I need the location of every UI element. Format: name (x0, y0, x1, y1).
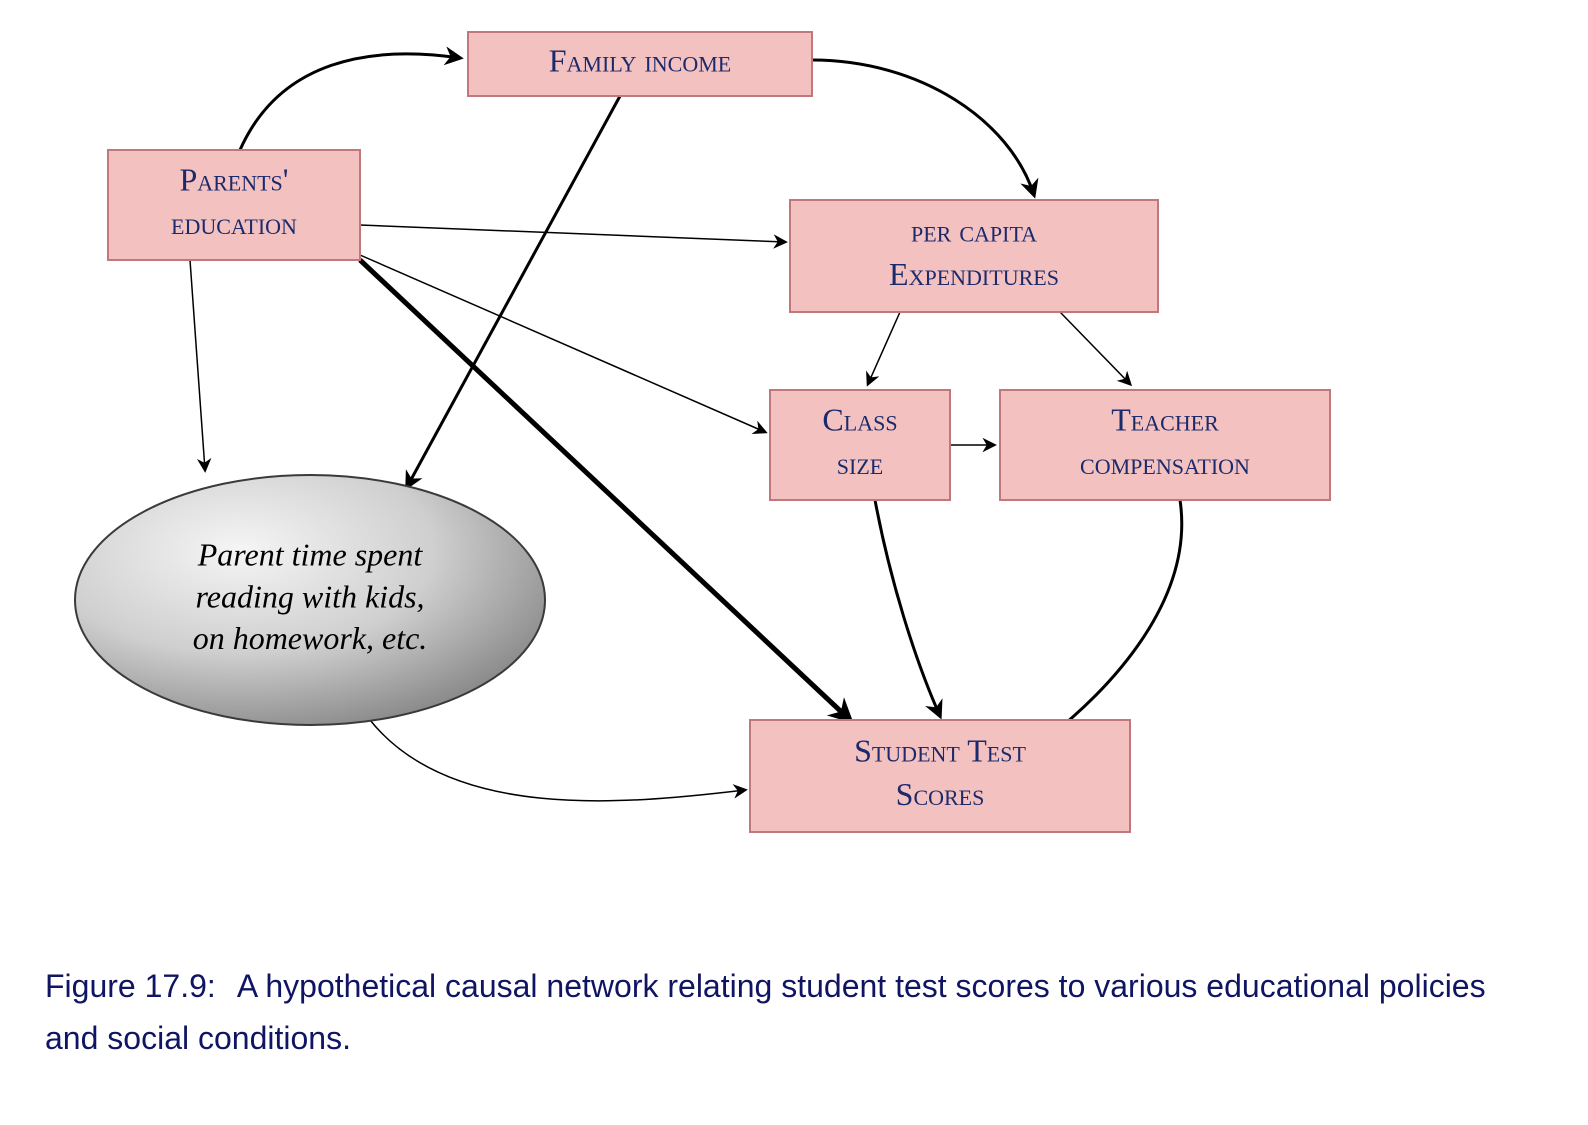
node-parents_education-label-0: Parents' (179, 162, 288, 198)
node-parent_time: Parent time spent reading with kids, on ho… (75, 475, 545, 725)
caption-text: A hypothetical causal network relating s… (45, 968, 1486, 1056)
edge-family_income-to-per_capita (812, 60, 1034, 195)
edge-parents_education-to-per_capita (360, 225, 785, 242)
figure-caption: Figure 17.9: A hypothetical causal netwo… (45, 960, 1545, 1064)
node-layer: Parents' education Family income per capita… (75, 32, 1330, 832)
edge-parents_education-to-parent_time (190, 260, 205, 470)
node-per_capita-label-1: Expenditures (889, 256, 1059, 292)
node-class_size-label-1: size (837, 445, 883, 481)
edge-per_capita-to-teacher_comp (1060, 312, 1130, 384)
node-teacher_comp: Teacher compensation (1000, 390, 1330, 500)
edge-teacher_comp-to-student_test (1045, 500, 1182, 740)
node-class_size-label-0: Class (822, 402, 897, 438)
node-student_test: Student Test Scores (750, 720, 1130, 832)
node-teacher_comp-label-0: Teacher (1111, 402, 1219, 438)
page-root: Parents' education Family income per capita… (0, 0, 1588, 1125)
edge-per_capita-to-class_size (868, 312, 900, 384)
node-parent_time-label-2: on homework, etc. (193, 620, 428, 656)
edge-parent_time-to-student_test (370, 720, 745, 801)
node-student_test-label-0: Student Test (854, 733, 1026, 769)
edge-class_size-to-student_test (875, 500, 940, 716)
edge-parents_education-to-family_income (240, 54, 460, 150)
node-class_size: Class size (770, 390, 950, 500)
node-family_income-label-0: Family income (549, 42, 731, 78)
causal-network-diagram: Parents' education Family income per capita… (0, 0, 1588, 1125)
node-parents_education: Parents' education (108, 150, 360, 260)
node-parent_time-label-0: Parent time spent (197, 537, 424, 573)
edge-parents_education-to-class_size (360, 255, 765, 432)
node-teacher_comp-label-1: compensation (1080, 445, 1250, 481)
node-family_income: Family income (468, 32, 812, 96)
edge-family_income-to-parent_time (407, 96, 620, 487)
caption-prefix: Figure 17.9: (45, 968, 216, 1004)
node-parent_time-label-1: reading with kids, (195, 578, 424, 614)
node-per_capita: per capita Expenditures (790, 200, 1158, 312)
node-per_capita-label-0: per capita (911, 213, 1037, 249)
node-parents_education-label-1: education (171, 205, 297, 241)
node-student_test-label-1: Scores (896, 776, 985, 812)
